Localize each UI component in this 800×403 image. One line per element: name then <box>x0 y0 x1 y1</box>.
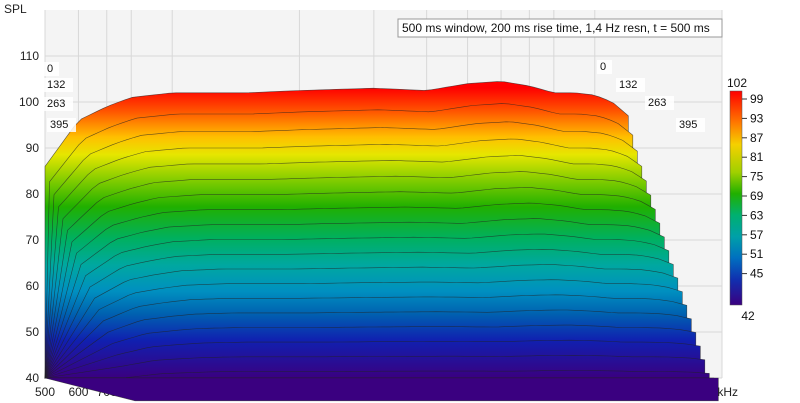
colorbar-tick-label: 75 <box>750 170 764 184</box>
time-label-bg <box>44 62 59 76</box>
time-label-right: 395 <box>679 119 697 131</box>
time-slice-labels: 0 0 132 132 263 263 395 395 <box>44 60 705 132</box>
time-label-right: 0 <box>600 61 606 73</box>
time-label-left: 263 <box>47 98 65 110</box>
time-label-left: 132 <box>47 79 65 91</box>
time-label-bg <box>597 60 612 74</box>
colorbar-ticks: 99 93 87 81 75 69 63 57 51 45 <box>742 92 764 281</box>
colorbar-tick-label: 51 <box>750 247 764 261</box>
time-label-bg <box>676 118 705 132</box>
colorbar-min-label: 42 <box>741 309 755 323</box>
title-box <box>397 18 723 38</box>
waterfall-slice <box>44 370 710 379</box>
y-tick-label: 70 <box>26 233 40 247</box>
time-label-right: 132 <box>619 79 637 91</box>
colorbar-tick-label: 69 <box>750 189 764 203</box>
waterfall-slices <box>44 81 719 402</box>
time-label-bg <box>616 78 645 92</box>
time-label-left: 0 <box>47 63 53 75</box>
y-tick-label: 100 <box>19 95 39 109</box>
y-tick-label: 60 <box>26 279 40 293</box>
y-tick-label: 40 <box>26 371 40 385</box>
waterfall-slice <box>44 377 719 402</box>
time-label-bg <box>44 97 73 111</box>
time-label-right: 263 <box>648 97 666 109</box>
colorbar-tick-label: 87 <box>750 131 764 145</box>
colorbar-gradient <box>729 90 743 306</box>
colorbar-tick-label: 81 <box>750 150 764 164</box>
y-tick-label: 90 <box>26 141 40 155</box>
colorbar: 102 42 99 93 87 81 75 69 63 57 51 45 <box>727 76 764 323</box>
y-tick-label: 80 <box>26 187 40 201</box>
chart-title: 500 ms window, 200 ms rise time, 1,4 Hz … <box>402 21 710 35</box>
x-tick-label: 500 <box>35 385 55 399</box>
time-label-left: 395 <box>50 119 68 131</box>
colorbar-max-label: 102 <box>727 76 747 90</box>
y-axis-label: SPL <box>4 2 27 16</box>
y-tick-label: 110 <box>20 49 39 63</box>
colorbar-tick-label: 93 <box>750 111 764 125</box>
x-tick-label: 600 <box>68 385 88 399</box>
y-axis-ticks: 40 50 60 70 80 90 100 110 <box>19 49 39 385</box>
time-label-bg <box>44 78 73 92</box>
time-label-bg <box>47 118 76 132</box>
time-label-bg <box>645 96 674 110</box>
colorbar-tick-label: 57 <box>750 228 764 242</box>
colorbar-tick-label: 45 <box>750 267 764 281</box>
y-tick-label: 50 <box>26 325 40 339</box>
colorbar-tick-label: 99 <box>750 92 764 106</box>
colorbar-tick-label: 63 <box>750 208 764 222</box>
